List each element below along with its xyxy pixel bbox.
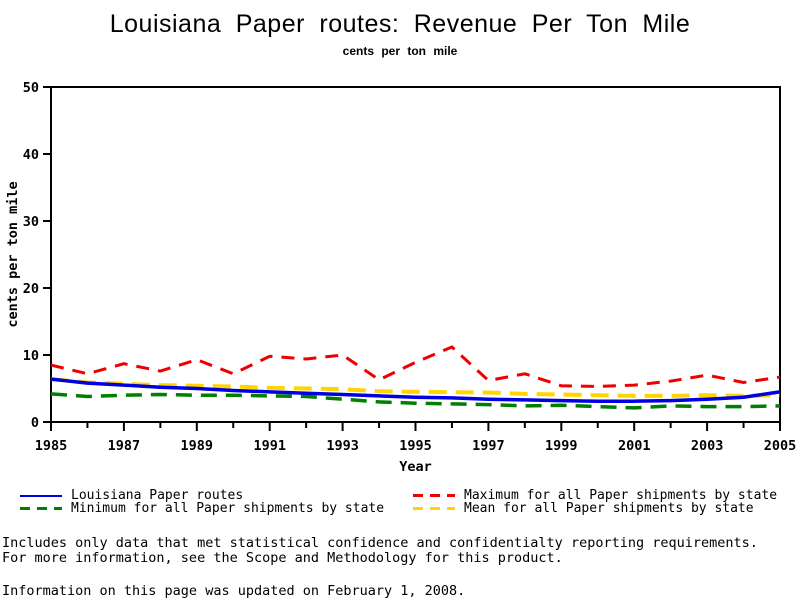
legend-item-mean: Mean for all Paper shipments by state <box>413 502 754 515</box>
series-line-mean <box>50 377 781 398</box>
legend-label-minimum: Minimum for all Paper shipments by state <box>71 501 385 516</box>
footer-disclaimer: Includes only data that met statistical … <box>2 536 758 565</box>
x-tick-label: 2005 <box>764 438 797 454</box>
x-tick-label: 2001 <box>618 438 651 454</box>
x-tick-label: 1995 <box>399 438 432 454</box>
footer-updated: Information on this page was updated on … <box>2 583 466 599</box>
x-tick-label: 1997 <box>472 438 505 454</box>
y-tick-label: 50 <box>23 80 39 96</box>
y-tick-label: 0 <box>31 415 39 431</box>
x-tick-label: 2003 <box>691 438 724 454</box>
legend-swatch-mean <box>413 507 455 510</box>
y-tick-label: 40 <box>23 147 39 163</box>
y-tick-label: 30 <box>23 214 39 230</box>
legend-swatch-minimum <box>20 507 62 510</box>
legend-label-louisiana: Louisiana Paper routes <box>71 488 244 503</box>
y-tick-label: 20 <box>23 281 39 297</box>
y-tick-label: 10 <box>23 348 39 364</box>
legend-item-minimum: Minimum for all Paper shipments by state <box>20 502 384 515</box>
chart-plot-area: 0 10 20 30 40 50 1985 1987 1989 1991 1993 1995 1997 1… <box>5 80 797 475</box>
legend-label-mean: Mean for all Paper shipments by state <box>464 501 754 516</box>
footer-line1: Includes only data that met statistical … <box>2 535 758 551</box>
series-line-maximum <box>50 345 781 389</box>
x-tick-label: 1999 <box>545 438 578 454</box>
chart-title: Louisiana Paper routes: Revenue Per Ton … <box>109 10 691 38</box>
y-axis-title: cents per ton mile <box>5 181 21 327</box>
legend-swatch-maximum <box>413 494 455 497</box>
x-tick-label: 1993 <box>326 438 359 454</box>
legend-swatch-louisiana <box>20 494 62 497</box>
x-tick-label: 1985 <box>35 438 68 454</box>
legend-item-louisiana: Louisiana Paper routes <box>20 489 243 502</box>
x-tick-label: 1991 <box>253 438 286 454</box>
legend-label-maximum: Maximum for all Paper shipments by state <box>464 488 778 503</box>
series-line-minimum <box>50 392 781 410</box>
x-axis-title: Year <box>399 459 432 475</box>
legend-item-maximum: Maximum for all Paper shipments by state <box>413 489 777 502</box>
series-line-louisiana <box>50 377 781 403</box>
x-tick-label: 1987 <box>108 438 141 454</box>
x-tick-label: 1989 <box>181 438 214 454</box>
footer-line2: For more information, see the Scope and … <box>2 549 563 566</box>
chart-subtitle: cents per ton mile <box>342 44 458 58</box>
